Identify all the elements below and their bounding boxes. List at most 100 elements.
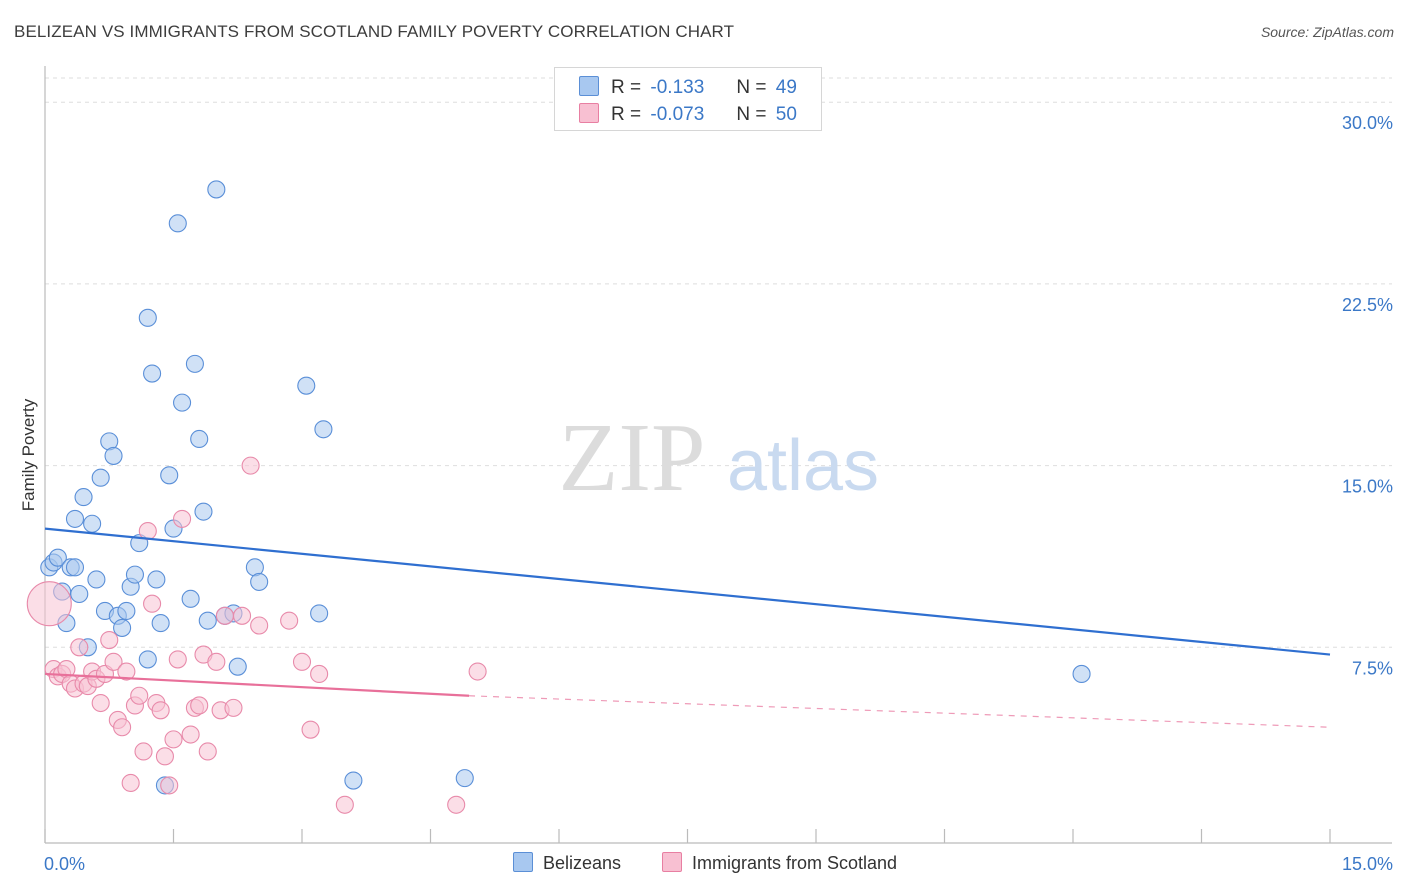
- belizean-point: [83, 514, 102, 533]
- belizean-point: [143, 364, 162, 383]
- axis-layer: [44, 66, 1392, 844]
- scotland-point: [301, 720, 320, 739]
- scotland-point: [168, 650, 187, 669]
- scotland-point: [241, 456, 260, 475]
- belizean-point: [185, 354, 204, 373]
- series-legend: Belizeans Immigrants from Scotland: [0, 852, 1406, 876]
- belizean-point: [297, 376, 316, 395]
- scotland-point: [164, 730, 183, 749]
- belizean-point: [207, 180, 226, 199]
- belizean-point: [198, 611, 217, 630]
- correlation-legend: R = -0.133 N = 49 R = -0.073 N = 50: [554, 67, 822, 131]
- chart-title: BELIZEAN VS IMMIGRANTS FROM SCOTLAND FAM…: [14, 22, 735, 41]
- scotland-point: [310, 664, 329, 684]
- watermark: ZIP atlas: [559, 404, 880, 512]
- scotland-point: [143, 594, 162, 613]
- y-tick-label: 30.0%: [1342, 113, 1393, 133]
- scotland-point: [215, 606, 234, 625]
- source-label: Source: ZipAtlas.com: [1260, 24, 1394, 40]
- belizean-point: [160, 466, 179, 485]
- watermark-atlas: atlas: [727, 426, 879, 506]
- scotland-point: [207, 652, 226, 671]
- points-layer: [26, 180, 1091, 814]
- scotland-point: [160, 776, 179, 795]
- legend-n-value: 49: [775, 77, 797, 98]
- scotland-point: [138, 521, 157, 541]
- scotland-trend-line: [44, 672, 470, 697]
- scotland-point: [173, 509, 192, 528]
- belizean-point: [455, 769, 474, 788]
- scotland-point: [224, 698, 243, 717]
- belizean-point: [173, 393, 192, 412]
- belizean-point: [91, 468, 110, 487]
- scotland-point: [121, 773, 140, 793]
- scotland-point: [447, 795, 466, 814]
- legend-r-label: R =: [611, 77, 642, 98]
- trend-layer: [44, 527, 1331, 728]
- belizean-point: [138, 650, 157, 669]
- scotland-point: [104, 652, 123, 671]
- belizean-point: [310, 604, 329, 623]
- scotland-point: [335, 795, 354, 814]
- belizean-point: [74, 488, 93, 507]
- belizean-point: [344, 771, 363, 790]
- scotland-point: [155, 747, 174, 766]
- scotland-point: [130, 686, 149, 705]
- scotland-point: [280, 611, 299, 630]
- scotland-point: [198, 742, 217, 761]
- scotland-point: [134, 742, 153, 761]
- grid-layer: [45, 77, 1392, 648]
- legend-n-label: N =: [736, 104, 767, 125]
- scotland-point: [151, 701, 170, 720]
- scotland-point: [292, 652, 312, 671]
- legend-n-value: 50: [775, 104, 797, 125]
- belizean-point: [168, 214, 187, 233]
- belizean-trend-line: [44, 527, 1331, 656]
- belizean-point: [125, 565, 144, 584]
- scotland-point: [190, 696, 209, 715]
- scotland-point: [26, 581, 72, 627]
- legend-row-scotland: R = -0.073 N = 50: [579, 103, 797, 125]
- belizean-point: [113, 618, 132, 637]
- belizean-point: [250, 572, 269, 591]
- y-tick-label: 7.5%: [1352, 658, 1393, 678]
- scotland-point: [468, 662, 487, 681]
- belizean-point: [138, 308, 157, 327]
- label-layer: 7.5% 15.0% 22.5% 30.0% 0.0% 15.0% Family Pover…: [19, 113, 1393, 874]
- belizean-point: [314, 420, 333, 439]
- scotland-point: [100, 630, 119, 650]
- y-tick-label: 15.0%: [1342, 477, 1393, 497]
- scotland-point: [232, 606, 252, 625]
- belizean-point: [65, 509, 85, 528]
- scotland-point: [91, 693, 110, 713]
- series-legend-belizeans[interactable]: Belizeans: [513, 852, 621, 874]
- belizean-point: [194, 502, 213, 521]
- belizean-point: [181, 589, 200, 608]
- series-swatch-blue: [513, 852, 533, 872]
- scotland-point: [250, 616, 269, 635]
- x-tick-label: 15.0%: [1342, 854, 1393, 874]
- belizean-point: [48, 548, 67, 567]
- scotland-trend-extension: [469, 695, 1331, 728]
- scotland-point: [113, 718, 132, 737]
- series-legend-scotland[interactable]: Immigrants from Scotland: [662, 852, 897, 874]
- y-axis-title: Family Poverty: [19, 398, 38, 511]
- legend-r-value: -0.133: [650, 77, 705, 98]
- series-legend-label: Belizeans: [543, 853, 622, 873]
- belizean-point: [65, 558, 85, 577]
- series-swatch-pink: [662, 852, 682, 872]
- belizean-point: [87, 570, 106, 589]
- legend-r-label: R =: [611, 104, 642, 125]
- legend-swatch-pink: [579, 103, 599, 123]
- legend-swatch-blue: [579, 76, 599, 96]
- belizean-point: [151, 614, 170, 633]
- x-tick-label: 0.0%: [44, 854, 85, 874]
- scotland-point: [70, 638, 89, 657]
- belizean-point: [190, 429, 209, 449]
- legend-n-label: N =: [736, 77, 767, 98]
- belizean-point: [147, 570, 166, 589]
- scotland-point: [117, 662, 136, 681]
- legend-row-belizeans: R = -0.133 N = 49: [579, 76, 797, 98]
- series-legend-label: Immigrants from Scotland: [692, 853, 898, 873]
